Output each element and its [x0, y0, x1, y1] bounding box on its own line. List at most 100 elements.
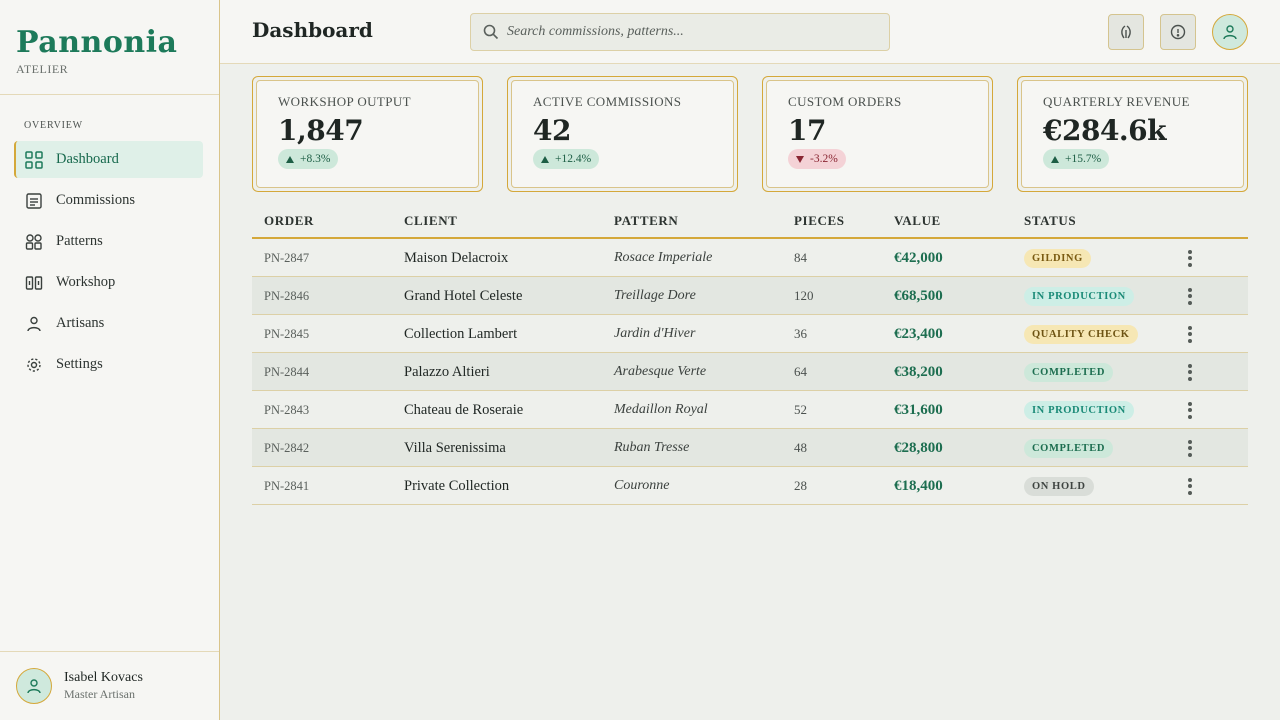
table-row[interactable]: PN-2845 Collection Lambert Jardin d'Hiver 3… [252, 315, 1248, 353]
kpi-value: €284.6k [1043, 114, 1167, 147]
table-row[interactable]: PN-2843 Chateau de Roseraie Medaillon Roya… [252, 391, 1248, 429]
sidebar-item-label: Workshop [56, 274, 116, 290]
pattern-icon [24, 232, 44, 252]
kpi-card-workshop-output[interactable]: WORKSHOP OUTPUT 1,847 +8.3% [252, 76, 483, 192]
search-box[interactable] [470, 13, 890, 51]
column-header-status[interactable]: STATUS [1024, 213, 1077, 228]
kpi-value: 1,847 [278, 114, 364, 147]
kpi-delta-badge: +8.3% [278, 149, 339, 169]
brand-subtitle: ATELIER [16, 62, 69, 76]
kpi-delta-value: +15.7% [1065, 153, 1102, 165]
pieces-cell: 28 [794, 478, 807, 493]
client-cell: Collection Lambert [404, 325, 518, 342]
order-id-cell: PN-2846 [264, 288, 310, 303]
arrow-up-icon [286, 155, 294, 163]
info-button[interactable] [1160, 14, 1196, 50]
value-cell: €68,500 [894, 287, 943, 304]
kpi-label: CUSTOM ORDERS [788, 94, 902, 109]
table-row[interactable]: PN-2847 Maison Delacroix Rosace Imperiale 8… [252, 239, 1248, 277]
person-icon [24, 314, 44, 334]
row-actions-button[interactable] [1180, 315, 1200, 353]
kpi-delta-badge: +12.4% [533, 149, 600, 169]
sidebar-item-label: Artisans [56, 315, 105, 331]
sidebar-item-label: Patterns [56, 233, 103, 249]
more-vertical-icon [1188, 401, 1192, 419]
more-vertical-icon [1188, 287, 1192, 305]
arrow-up-icon [1051, 155, 1059, 163]
row-actions-button[interactable] [1180, 467, 1200, 505]
sidebar-item-artisans[interactable]: Artisans [14, 305, 203, 342]
kpi-delta-value: +8.3% [300, 153, 331, 165]
table-row[interactable]: PN-2844 Palazzo Altieri Arabesque Verte 64 €… [252, 353, 1248, 391]
value-cell: €42,000 [894, 249, 943, 266]
status-cell: GILDING [1024, 239, 1091, 277]
order-id-cell: PN-2843 [264, 402, 310, 417]
sidebar-item-commissions[interactable]: Commissions [14, 182, 203, 219]
client-cell: Maison Delacroix [404, 249, 509, 266]
kpi-delta-value: +12.4% [555, 153, 592, 165]
search-input[interactable] [507, 24, 877, 40]
kpi-card-quarterly-revenue[interactable]: QUARTERLY REVENUE €284.6k +15.7% [1017, 76, 1248, 192]
nav-section-label: OVERVIEW [24, 120, 83, 131]
leaf-icon [1121, 25, 1131, 39]
more-vertical-icon [1188, 439, 1192, 457]
kpi-card-custom-orders[interactable]: CUSTOM ORDERS 17 -3.2% [762, 76, 993, 192]
status-cell: COMPLETED [1024, 429, 1114, 467]
status-badge: COMPLETED [1024, 362, 1114, 382]
column-header-value[interactable]: VALUE [894, 213, 941, 228]
gear-icon [24, 355, 44, 375]
pattern-cell: Rosace Imperiale [614, 250, 713, 265]
status-cell: ON HOLD [1024, 467, 1094, 505]
header: Dashboard [220, 0, 1280, 64]
column-header-client[interactable]: CLIENT [404, 213, 458, 228]
sidebar-item-dashboard[interactable]: Dashboard [14, 141, 203, 178]
table-row[interactable]: PN-2841 Private Collection Couronne 28 €18,4… [252, 467, 1248, 505]
pattern-cell: Medaillon Royal [614, 402, 708, 417]
status-badge: IN PRODUCTION [1024, 286, 1134, 306]
client-cell: Palazzo Altieri [404, 363, 490, 380]
row-actions-button[interactable] [1180, 277, 1200, 315]
kpi-label: WORKSHOP OUTPUT [278, 94, 411, 109]
kpi-label: QUARTERLY REVENUE [1043, 94, 1190, 109]
sidebar-item-settings[interactable]: Settings [14, 346, 203, 383]
kpi-delta-value: -3.2% [810, 153, 838, 165]
user-icon [27, 679, 41, 694]
row-actions-button[interactable] [1180, 239, 1200, 277]
table-row[interactable]: PN-2842 Villa Serenissima Ruban Tresse 48 €2… [252, 429, 1248, 467]
profile-avatar-button[interactable] [1212, 14, 1248, 50]
more-vertical-icon [1188, 325, 1192, 343]
pieces-cell: 52 [794, 402, 807, 417]
page-title: Dashboard [252, 18, 373, 42]
row-actions-button[interactable] [1180, 391, 1200, 429]
kpi-card-active-commissions[interactable]: ACTIVE COMMISSIONS 42 +12.4% [507, 76, 738, 192]
order-id-cell: PN-2847 [264, 250, 310, 265]
value-cell: €23,400 [894, 325, 943, 342]
pieces-cell: 36 [794, 326, 807, 341]
table-row[interactable]: PN-2846 Grand Hotel Celeste Treillage Dore… [252, 277, 1248, 315]
row-actions-button[interactable] [1180, 429, 1200, 467]
sidebar: Pannonia ATELIER OVERVIEW Dashboard Comm… [0, 0, 220, 720]
workshop-icon [24, 273, 44, 293]
row-actions-button[interactable] [1180, 353, 1200, 391]
pieces-cell: 84 [794, 250, 807, 265]
column-header-pieces[interactable]: PIECES [794, 213, 845, 228]
leaf-button[interactable] [1108, 14, 1144, 50]
status-badge: GILDING [1024, 248, 1091, 268]
value-cell: €31,600 [894, 401, 943, 418]
kpi-label: ACTIVE COMMISSIONS [533, 94, 682, 109]
sidebar-item-patterns[interactable]: Patterns [14, 223, 203, 260]
brand-name[interactable]: Pannonia [16, 25, 178, 60]
user-icon [1223, 25, 1237, 40]
sidebar-item-label: Dashboard [56, 151, 119, 167]
kpi-value: 42 [533, 114, 571, 147]
status-cell: IN PRODUCTION [1024, 277, 1134, 315]
user-card[interactable]: Isabel Kovacs Master Artisan [0, 651, 219, 720]
column-header-pattern[interactable]: PATTERN [614, 213, 679, 228]
status-cell: COMPLETED [1024, 353, 1114, 391]
status-badge: COMPLETED [1024, 438, 1114, 458]
column-header-order[interactable]: ORDER [264, 213, 314, 228]
sidebar-item-workshop[interactable]: Workshop [14, 264, 203, 301]
arrow-down-icon [796, 155, 804, 163]
user-name: Isabel Kovacs [64, 670, 143, 685]
pattern-cell: Treillage Dore [614, 288, 696, 303]
